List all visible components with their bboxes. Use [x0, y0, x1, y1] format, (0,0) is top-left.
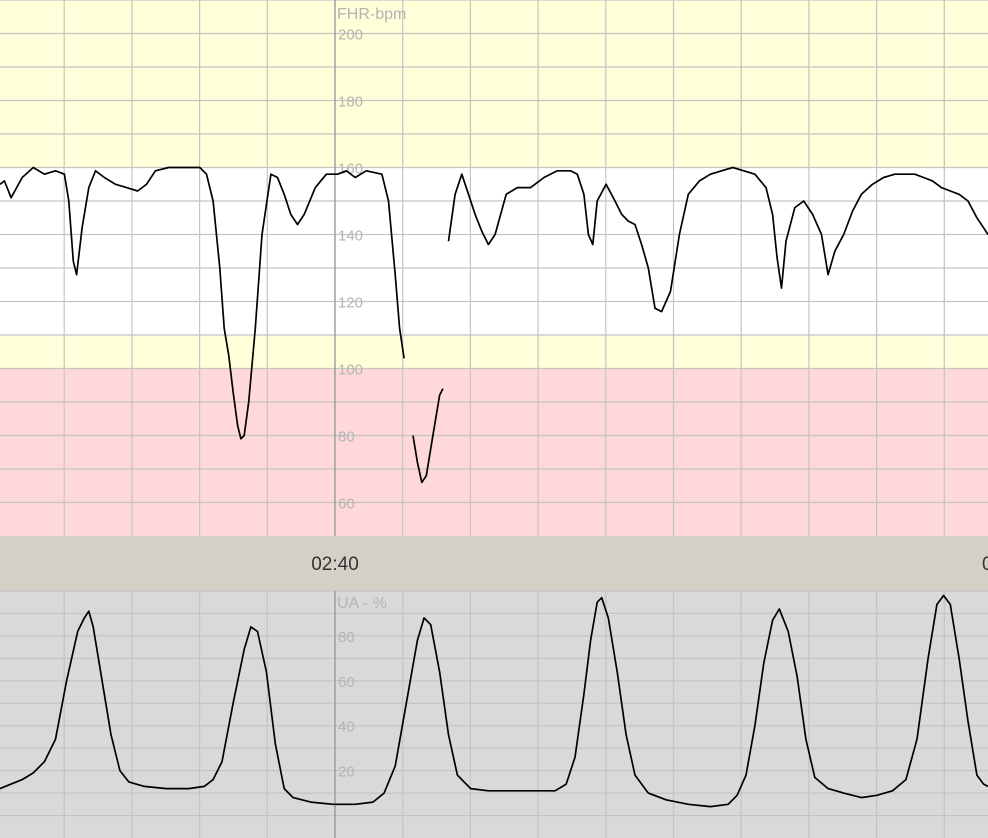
- fhr-grid: [0, 0, 988, 536]
- fhr-panel: 60 80 100 120 140 160 180 200 FHR-bpm: [0, 0, 988, 536]
- time-axis-strip: 02:40 0: [0, 536, 988, 591]
- fhr-tick-80: 80: [338, 429, 355, 446]
- fhr-tick-140: 140: [338, 228, 363, 245]
- fhr-band-100-110: [0, 335, 988, 369]
- fhr-trace-segment-2: [447, 166, 988, 313]
- ua-tick-60: 60: [338, 674, 355, 691]
- fhr-bands: [0, 0, 988, 536]
- fhr-tick-100: 100: [338, 362, 363, 379]
- ua-tick-80: 80: [338, 629, 355, 646]
- ua-background: [0, 591, 988, 838]
- fhr-tick-labels: 60 80 100 120 140 160 180 200: [338, 27, 363, 513]
- fhr-trace: [0, 166, 988, 484]
- time-strip-background: [0, 536, 988, 591]
- fhr-tick-200: 200: [338, 27, 363, 44]
- time-label-partial: 0: [982, 554, 988, 575]
- ua-axis-title: UA - %: [337, 595, 387, 612]
- ua-tick-labels: 20 40 60 80: [338, 629, 355, 781]
- fhr-tick-180: 180: [338, 94, 363, 111]
- fhr-band-110-160: [0, 167, 988, 335]
- ua-trace-line: [0, 594, 988, 808]
- fhr-band-50-100: [0, 368, 988, 536]
- ua-trace: [0, 594, 988, 808]
- fhr-tick-60: 60: [338, 496, 355, 513]
- ua-grid: [0, 590, 988, 838]
- fhr-tick-120: 120: [338, 295, 363, 312]
- fhr-axis-title: FHR-bpm: [337, 6, 406, 23]
- fhr-trace-segment-0: [0, 166, 405, 440]
- ua-tick-40: 40: [338, 719, 355, 736]
- fhr-tick-160: 160: [338, 161, 363, 178]
- ua-panel: 20 40 60 80 UA - %: [0, 590, 988, 838]
- ua-tick-20: 20: [338, 764, 355, 781]
- fhr-trace-segment-1: [412, 388, 444, 484]
- time-label-0240: 02:40: [311, 554, 359, 575]
- fhr-band-160-210: [0, 0, 988, 168]
